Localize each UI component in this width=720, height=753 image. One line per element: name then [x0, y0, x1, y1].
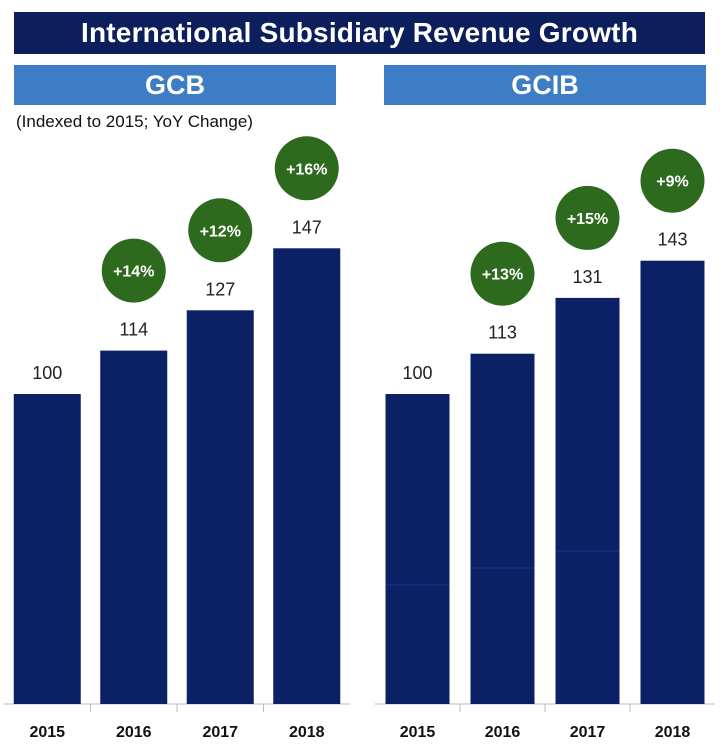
gcib-bar-2017	[555, 297, 620, 704]
gcib-panel-header: GCIB	[384, 65, 706, 105]
gcb-tick-label-2016: 2016	[116, 724, 152, 741]
gcb-bar-2017	[186, 310, 254, 704]
gcib-yoy-label-2018: +9%	[656, 174, 688, 191]
gcb-yoy-label-2016: +14%	[113, 264, 154, 281]
chart-subtitle: (Indexed to 2015; YoY Change)	[16, 112, 253, 131]
gcib-bar-2016	[470, 353, 535, 704]
gcb-value-label-2015: 100	[32, 363, 62, 383]
gcib-value-label-2016: 113	[488, 323, 517, 343]
gcib-yoy-badge-2016	[470, 241, 535, 306]
gcb-yoy-badge-2016	[101, 238, 166, 303]
gcib-value-label-2015: 100	[402, 363, 432, 383]
gcb-bar-2018	[273, 248, 341, 705]
gcb-bar-2015	[13, 394, 81, 704]
gcib-yoy-label-2016: +13%	[482, 267, 523, 284]
gcb-yoy-badge-2018	[274, 136, 339, 201]
gcib-tick-label-2017: 2017	[570, 724, 606, 741]
gcib-tick-label-2018: 2018	[655, 724, 691, 741]
gcb-yoy-label-2017: +12%	[200, 223, 241, 240]
gcb-bar-2016	[100, 350, 168, 704]
gcib-chart-panel: 2015 100 2016 113 +13% 2017 131 +15% 2018 143 +9%	[375, 148, 715, 741]
gcib-yoy-badge-2017	[555, 185, 620, 250]
gcb-tick-label-2015: 2015	[29, 724, 65, 741]
gcib-yoy-badge-2018	[640, 148, 705, 213]
gcib-yoy-label-2017: +15%	[567, 211, 608, 228]
gcib-value-label-2017: 131	[572, 267, 602, 287]
gcib-value-label-2018: 143	[657, 230, 687, 250]
gcib-bar-2015	[385, 394, 450, 704]
gcb-tick-label-2017: 2017	[202, 724, 238, 741]
gcib-tick-label-2016: 2016	[485, 724, 521, 741]
gcib-bar-2018	[640, 260, 705, 704]
gcb-panel-header: GCB	[14, 65, 336, 105]
gcib-tick-label-2015: 2015	[400, 724, 436, 741]
gcb-yoy-badge-2017	[188, 198, 253, 263]
gcb-yoy-label-2018: +16%	[286, 161, 327, 178]
gcb-tick-label-2018: 2018	[289, 724, 325, 741]
gcb-chart-panel: 2015 100 2016 114 +14% 2017 127 +12% 2018 147 +16%	[4, 136, 350, 741]
gcb-value-label-2016: 114	[119, 320, 148, 340]
gcb-value-label-2018: 147	[292, 217, 322, 237]
gcb-value-label-2017: 127	[205, 279, 235, 299]
chart-title: International Subsidiary Revenue Growth	[14, 12, 705, 54]
